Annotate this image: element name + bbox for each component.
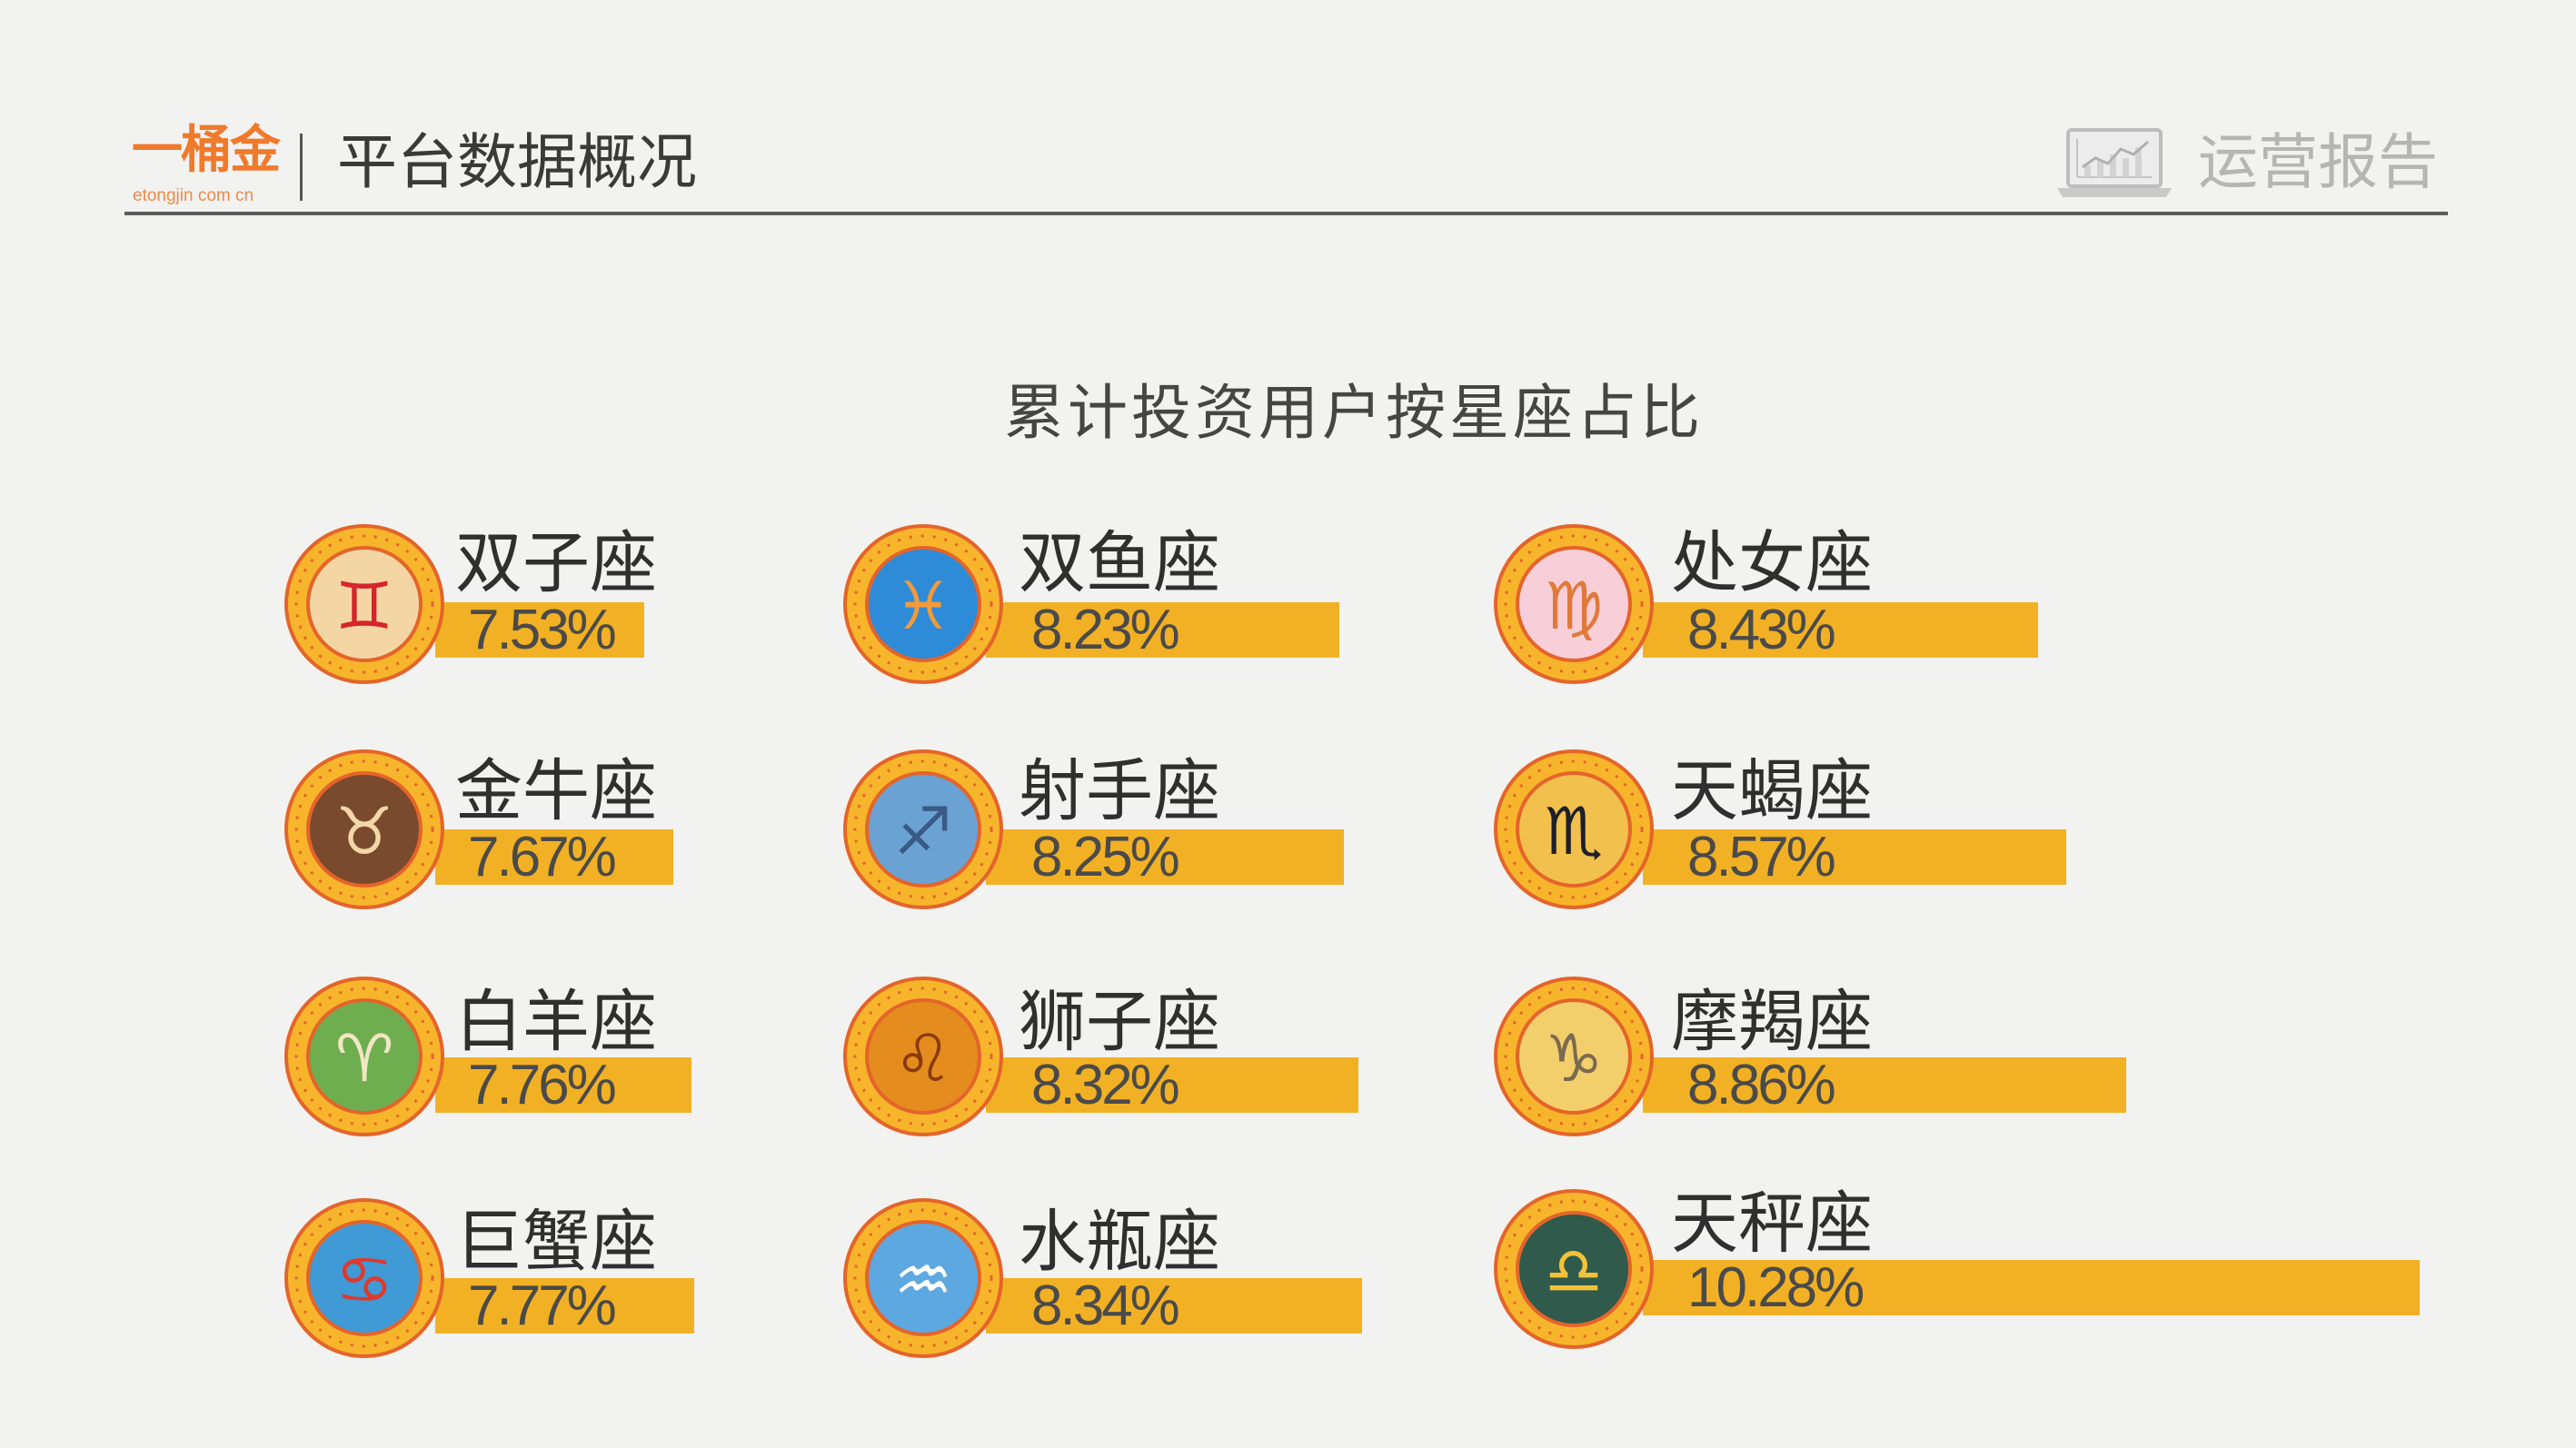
sign-label: 射手座 bbox=[1019, 752, 1220, 830]
icon-ring-marks bbox=[294, 759, 434, 899]
zodiac-glyph: ♓︎ bbox=[894, 568, 953, 644]
bar bbox=[986, 602, 1340, 658]
data-label: 7.76% bbox=[468, 1054, 617, 1116]
chart-title: 累计投资用户按星座占比 bbox=[1004, 378, 1704, 448]
header-rule bbox=[124, 212, 2448, 215]
sign-label: 巨蟹座 bbox=[455, 1203, 657, 1281]
zodiac-glyph: ♉︎ bbox=[335, 793, 394, 869]
icon-medallion bbox=[1516, 1211, 1632, 1327]
icon-ring-marks bbox=[294, 987, 434, 1126]
leo-icon: ♌︎ bbox=[843, 977, 1003, 1136]
zodiac-glyph: ♍︎ bbox=[1545, 568, 1604, 644]
laptop-chart-icon bbox=[2057, 128, 2172, 197]
zodiac-glyph: ♏︎ bbox=[1545, 793, 1604, 869]
bar bbox=[986, 1278, 1363, 1334]
icon-medallion bbox=[865, 546, 981, 662]
taurus-icon: ♉︎ bbox=[284, 749, 444, 909]
bar bbox=[986, 829, 1344, 885]
sign-label: 水瓶座 bbox=[1019, 1203, 1220, 1281]
bar bbox=[435, 829, 673, 885]
zodiac-glyph: ♎︎ bbox=[1545, 1233, 1604, 1309]
sagittarius-icon: ♐︎ bbox=[843, 749, 1003, 909]
zodiac-glyph: ♐︎ bbox=[894, 793, 953, 869]
icon-medallion bbox=[865, 998, 981, 1115]
icon-medallion bbox=[306, 1220, 423, 1336]
data-label: 10.28% bbox=[1687, 1256, 1865, 1319]
icon-ring-marks bbox=[853, 1208, 993, 1348]
icon-medallion bbox=[306, 998, 423, 1115]
aries-icon: ♈︎ bbox=[284, 977, 444, 1136]
sign-label: 白羊座 bbox=[455, 983, 657, 1061]
report-label: 运营报告 bbox=[2198, 127, 2438, 197]
icon-medallion bbox=[1516, 998, 1632, 1115]
sign-label: 狮子座 bbox=[1019, 983, 1220, 1061]
data-label: 7.77% bbox=[468, 1274, 617, 1337]
icon-ring-marks bbox=[853, 534, 993, 674]
icon-medallion bbox=[1516, 771, 1632, 888]
icon-medallion bbox=[865, 1220, 981, 1336]
bar bbox=[1643, 1260, 2420, 1315]
bar bbox=[435, 1057, 692, 1113]
icon-ring-marks bbox=[853, 759, 993, 899]
icon-medallion bbox=[865, 771, 981, 888]
zodiac-glyph: ♑︎ bbox=[1545, 1020, 1604, 1096]
bar bbox=[435, 602, 644, 658]
cancer-icon: ♋︎ bbox=[284, 1198, 444, 1358]
data-label: 8.43% bbox=[1687, 599, 1836, 661]
data-label: 8.23% bbox=[1031, 599, 1180, 661]
bar bbox=[435, 1278, 694, 1334]
logo-text: 一桶金 bbox=[132, 121, 281, 180]
zodiac-glyph: ♈︎ bbox=[335, 1020, 394, 1096]
data-label: 8.34% bbox=[1031, 1274, 1180, 1337]
bar bbox=[1643, 829, 2067, 885]
zodiac-glyph: ♌︎ bbox=[894, 1020, 953, 1096]
gemini-icon: ♊︎ bbox=[284, 524, 444, 684]
aquarius-icon: ♒︎ bbox=[843, 1198, 1003, 1358]
zodiac-glyph: ♒︎ bbox=[894, 1242, 953, 1318]
header-divider bbox=[300, 134, 303, 201]
data-label: 8.86% bbox=[1687, 1054, 1836, 1116]
icon-ring-marks bbox=[1504, 534, 1644, 674]
data-label: 7.67% bbox=[468, 826, 617, 888]
sign-label: 天秤座 bbox=[1671, 1185, 1873, 1263]
icon-ring-marks bbox=[853, 987, 993, 1126]
logo-subtext: etongjin com cn bbox=[133, 186, 254, 205]
section-title: 平台数据概况 bbox=[337, 127, 697, 197]
bar bbox=[986, 1057, 1358, 1113]
icon-ring-marks bbox=[294, 534, 434, 674]
icon-ring-marks bbox=[1504, 759, 1644, 899]
icon-medallion bbox=[306, 546, 423, 662]
virgo-icon: ♍︎ bbox=[1494, 524, 1654, 684]
icon-ring-marks bbox=[1504, 987, 1644, 1126]
icon-ring-marks bbox=[294, 1208, 434, 1348]
bar bbox=[1643, 1057, 2127, 1113]
pisces-icon: ♓︎ bbox=[843, 524, 1003, 684]
libra-icon: ♎︎ bbox=[1494, 1189, 1654, 1349]
data-label: 8.32% bbox=[1031, 1054, 1180, 1116]
sign-label: 双子座 bbox=[455, 524, 657, 602]
sign-label: 金牛座 bbox=[455, 752, 657, 830]
sign-label: 处女座 bbox=[1671, 524, 1873, 602]
capricorn-icon: ♑︎ bbox=[1494, 977, 1654, 1136]
data-label: 8.57% bbox=[1687, 826, 1836, 888]
zodiac-glyph: ♋︎ bbox=[335, 1242, 394, 1318]
sign-label: 摩羯座 bbox=[1671, 983, 1873, 1061]
icon-medallion bbox=[306, 771, 423, 888]
sign-label: 双鱼座 bbox=[1019, 524, 1220, 602]
icon-medallion bbox=[1516, 546, 1632, 662]
scorpio-icon: ♏︎ bbox=[1494, 749, 1654, 909]
data-label: 7.53% bbox=[468, 599, 617, 661]
zodiac-glyph: ♊︎ bbox=[335, 568, 394, 644]
sign-label: 天蝎座 bbox=[1671, 752, 1873, 830]
data-label: 8.25% bbox=[1031, 826, 1180, 888]
icon-ring-marks bbox=[1504, 1199, 1644, 1339]
bar bbox=[1643, 602, 2038, 658]
